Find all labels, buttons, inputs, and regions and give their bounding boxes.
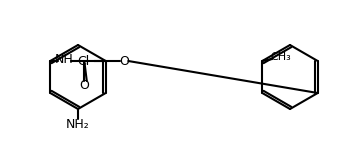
Text: NH₂: NH₂ — [66, 118, 90, 132]
Text: Cl: Cl — [78, 55, 90, 67]
Text: O: O — [119, 55, 129, 67]
Text: O: O — [79, 79, 89, 91]
Text: CH₃: CH₃ — [270, 52, 291, 62]
Text: NH: NH — [55, 53, 74, 65]
